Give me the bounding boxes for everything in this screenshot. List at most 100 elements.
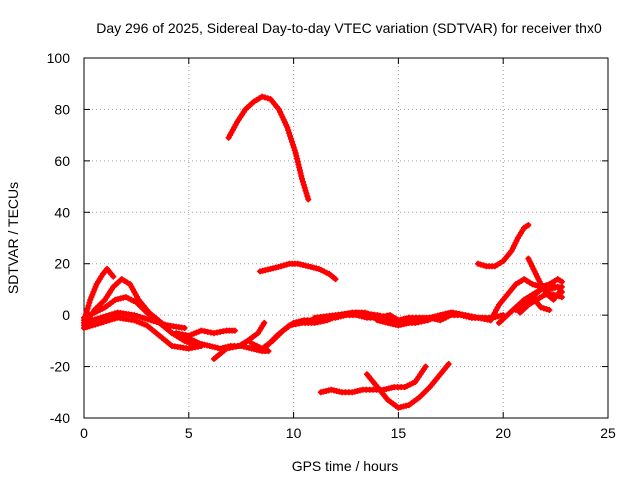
- data-point: [558, 289, 565, 295]
- data-point: [106, 317, 113, 324]
- series-arc-16: [363, 361, 452, 411]
- data-point: [278, 263, 285, 270]
- data-point: [159, 320, 166, 327]
- data-point: [86, 318, 93, 325]
- chart-title: Day 296 of 2025, Sidereal Day-to-day VTE…: [96, 20, 602, 36]
- data-point: [558, 294, 565, 301]
- series-arc-14: [374, 309, 486, 329]
- x-tick-label: 5: [185, 425, 193, 441]
- data-point: [299, 178, 306, 185]
- data-point: [81, 325, 87, 331]
- data-point: [148, 317, 155, 324]
- data-point: [103, 313, 110, 319]
- data-point: [302, 187, 309, 194]
- data-point: [92, 316, 99, 323]
- data-point: [86, 323, 93, 330]
- data-point: [422, 363, 429, 370]
- data-point: [83, 324, 90, 331]
- series-arc-17: [475, 222, 532, 270]
- data-point: [523, 295, 530, 302]
- data-point: [86, 299, 93, 306]
- data-point: [85, 302, 92, 309]
- data-point: [287, 133, 294, 139]
- data-point: [162, 321, 169, 328]
- data-point: [303, 190, 310, 197]
- data-point: [479, 314, 486, 321]
- series-arc-9: [225, 93, 312, 203]
- data-point: [97, 319, 104, 326]
- data-point: [298, 175, 305, 182]
- data-point: [181, 325, 188, 331]
- data-point: [265, 348, 272, 355]
- data-point: [106, 312, 113, 319]
- data-point: [111, 310, 118, 317]
- data-point: [231, 327, 238, 334]
- data-point: [525, 222, 532, 229]
- data-point: [304, 193, 311, 200]
- data-point: [290, 144, 297, 151]
- data-point: [445, 361, 452, 367]
- x-tick-label: 20: [495, 425, 511, 441]
- series-arc-23: [521, 294, 553, 313]
- data-point: [553, 292, 560, 299]
- data-point: [81, 319, 87, 326]
- data-point: [156, 319, 163, 326]
- data-point: [150, 318, 157, 325]
- data-point: [89, 322, 96, 329]
- data-point: [261, 94, 268, 101]
- data-point: [84, 305, 91, 312]
- data-point: [529, 281, 536, 288]
- data-point: [108, 316, 115, 323]
- data-point: [142, 315, 149, 322]
- data-point: [540, 285, 547, 292]
- data-point: [543, 306, 550, 313]
- series-arc-10: [257, 260, 339, 283]
- data-point: [537, 286, 544, 293]
- data-point: [83, 319, 90, 325]
- data-point: [291, 147, 298, 154]
- data-point: [480, 262, 487, 269]
- data-point: [558, 278, 565, 285]
- data-point: [108, 311, 115, 318]
- y-tick-label: 20: [54, 256, 70, 272]
- data-point: [110, 273, 117, 280]
- data-point: [332, 276, 339, 283]
- series-arc-22: [516, 291, 565, 316]
- data-point: [288, 135, 295, 142]
- data-point: [100, 319, 107, 325]
- data-point: [264, 95, 271, 102]
- data-point: [475, 260, 482, 267]
- data-point: [284, 124, 291, 131]
- series-arc-15: [317, 363, 429, 396]
- data-series: [81, 93, 565, 411]
- data-point: [153, 319, 160, 325]
- data-point: [111, 315, 118, 322]
- axis-ticks: 0 5 10 15 20 25 -40 -20 0 20 40 60 80 100: [47, 50, 616, 441]
- data-point: [280, 262, 287, 269]
- data-point: [131, 312, 138, 319]
- y-tick-label: 60: [54, 153, 70, 169]
- data-point: [103, 318, 110, 325]
- data-point: [259, 93, 266, 100]
- data-point: [477, 261, 484, 268]
- data-point: [546, 307, 553, 313]
- y-tick-label: 80: [54, 101, 70, 117]
- data-point: [537, 304, 544, 311]
- data-point: [134, 313, 141, 319]
- y-tick-label: 0: [62, 307, 70, 323]
- data-point: [289, 141, 296, 148]
- data-point: [532, 282, 539, 289]
- data-point: [556, 293, 563, 300]
- series-arc-8: [185, 335, 272, 355]
- x-tick-label: 10: [286, 425, 302, 441]
- y-axis-label: SDTVAR / TECUs: [5, 182, 21, 294]
- data-point: [94, 315, 101, 322]
- data-point: [94, 320, 101, 327]
- series-arc-5: [81, 314, 205, 352]
- data-point: [305, 196, 312, 203]
- data-point: [526, 295, 533, 301]
- data-point: [405, 314, 412, 321]
- y-tick-label: -40: [50, 410, 70, 426]
- data-point: [92, 321, 99, 328]
